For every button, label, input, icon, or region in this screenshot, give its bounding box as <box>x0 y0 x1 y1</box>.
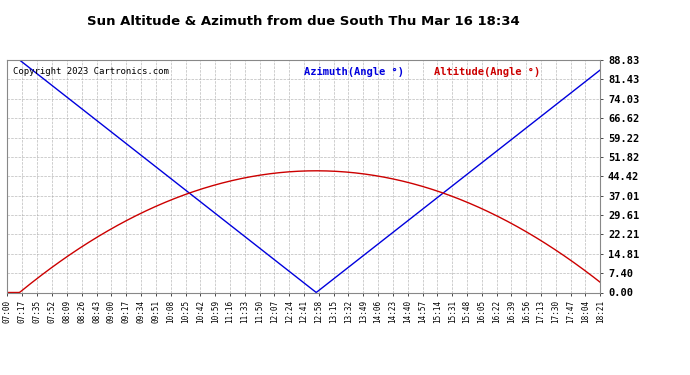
Text: Altitude(Angle °): Altitude(Angle °) <box>434 67 540 77</box>
Text: Copyright 2023 Cartronics.com: Copyright 2023 Cartronics.com <box>13 67 169 76</box>
Text: Azimuth(Angle °): Azimuth(Angle °) <box>304 67 404 77</box>
Text: Sun Altitude & Azimuth from due South Thu Mar 16 18:34: Sun Altitude & Azimuth from due South Th… <box>87 15 520 28</box>
